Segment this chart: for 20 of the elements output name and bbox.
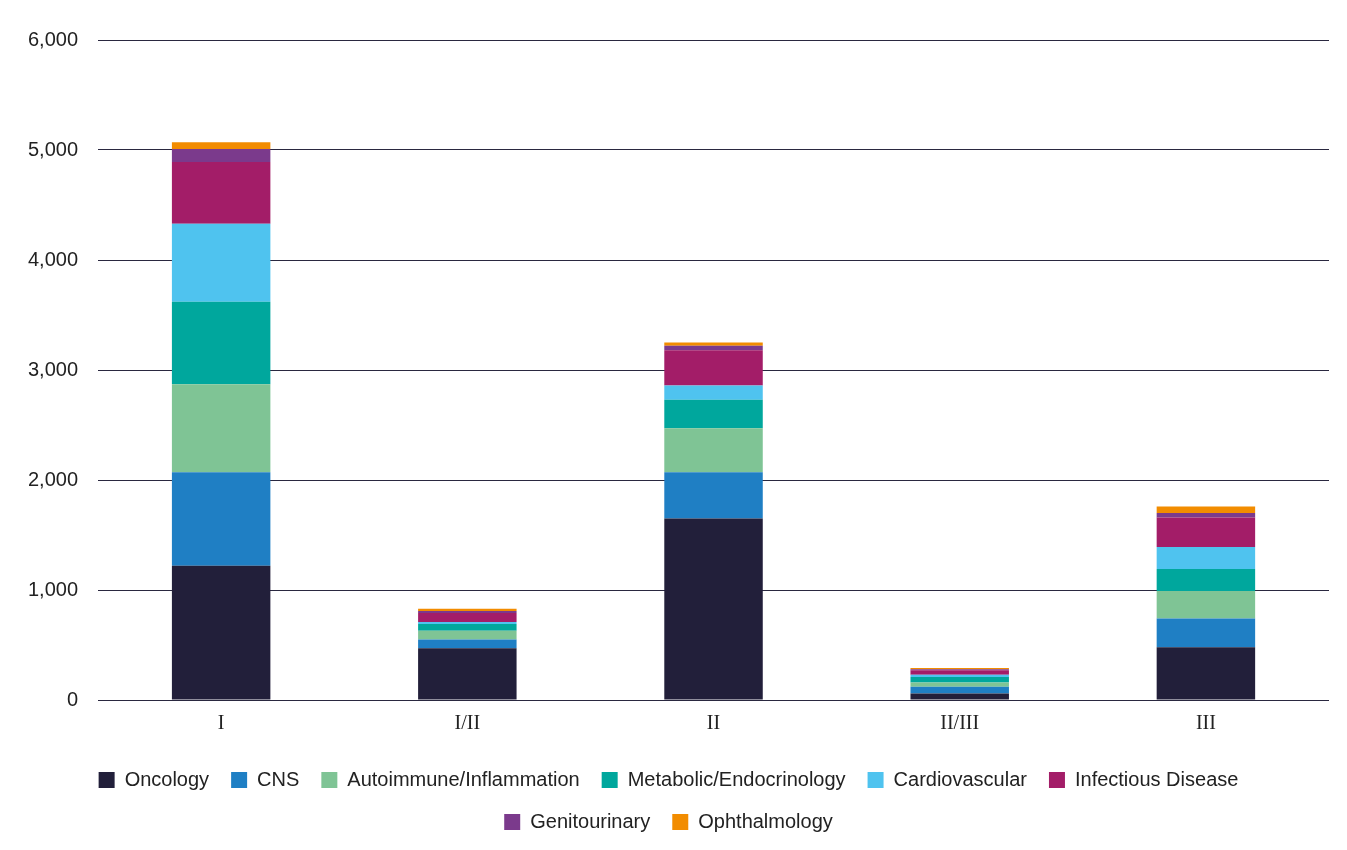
- legend-label: Genitourinary: [530, 809, 651, 832]
- y-tick-label: 4,000: [27, 247, 79, 270]
- y-tick-label: 5,000: [27, 137, 79, 160]
- x-tick-label: III: [1195, 711, 1216, 734]
- x-tick-label: I/II: [454, 711, 481, 734]
- legend-label: Ophthalmology: [698, 809, 833, 832]
- legend-label: Infectious Disease: [1074, 767, 1239, 790]
- legend-label: CNS: [257, 767, 300, 790]
- legend-label: Metabolic/Endocrinology: [627, 767, 846, 790]
- legend-label: Cardiovascular: [893, 767, 1028, 790]
- y-tick-label: 3,000: [27, 357, 79, 380]
- y-tick-label: 1,000: [27, 577, 79, 600]
- x-tick-label: II/III: [940, 711, 980, 734]
- legend-label: Oncology: [124, 767, 210, 790]
- legend-label: Autoimmune/Inflammation: [347, 767, 580, 790]
- x-tick-label: I: [217, 711, 225, 734]
- y-tick-label: 2,000: [27, 467, 79, 490]
- x-tick-label: II: [706, 711, 721, 734]
- y-tick-label: 6,000: [27, 27, 79, 50]
- y-tick-label: 0: [66, 687, 79, 710]
